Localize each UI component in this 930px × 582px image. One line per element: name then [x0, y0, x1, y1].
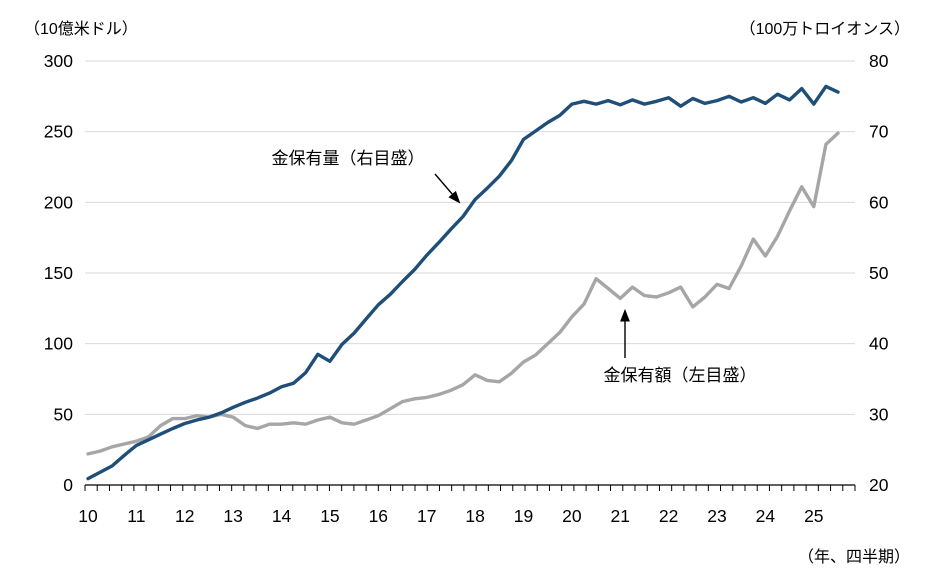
x-axis-year-label: 21 — [611, 506, 630, 526]
left-axis-unit-label: （10億米ドル） — [24, 21, 138, 38]
y-left-tick-label: 300 — [44, 51, 73, 71]
right-axis-unit-label: （100万トロイオンス） — [739, 21, 910, 38]
series-line-gold-value — [86, 131, 840, 456]
y-right-tick-label: 50 — [869, 263, 889, 283]
x-axis-year-label: 18 — [465, 506, 484, 526]
y-left-tick-label: 0 — [63, 475, 73, 495]
series-lines — [86, 84, 840, 481]
x-axis-year-label: 11 — [127, 506, 145, 526]
axis-tick-labels: 10 11 12 13 14 15 16 17 18 19 20 21 22 23 24 2505010015… — [44, 51, 889, 526]
y-right-tick-label: 60 — [869, 192, 889, 212]
x-axis-year-label: 10 — [78, 506, 98, 526]
arrow-to-volume-line — [434, 173, 461, 204]
annotation-gold-value: 金保有額（左目盛） — [603, 366, 757, 385]
x-axis-year-label: 13 — [223, 506, 242, 526]
x-axis — [84, 484, 856, 491]
series-line-gold-volume — [86, 84, 840, 481]
x-axis-year-label: 20 — [562, 506, 582, 526]
y-left-tick-label: 100 — [44, 334, 73, 354]
gridlines — [85, 60, 855, 415]
x-axis-year-label: 12 — [175, 506, 194, 526]
y-left-tick-label: 50 — [54, 404, 74, 424]
x-axis-year-label: 23 — [707, 506, 726, 526]
annotation-gold-volume: 金保有量（右目盛） — [271, 149, 425, 168]
y-right-tick-label: 70 — [869, 122, 889, 142]
x-axis-year-label: 19 — [514, 506, 533, 526]
y-left-tick-label: 150 — [44, 263, 73, 283]
annotation-arrows — [434, 173, 630, 358]
x-axis-year-label: 17 — [417, 506, 436, 526]
y-right-tick-label: 80 — [869, 51, 889, 71]
x-axis-year-label: 25 — [804, 506, 823, 526]
y-right-tick-label: 30 — [869, 404, 889, 424]
x-axis-year-label: 24 — [756, 506, 776, 526]
x-axis-year-label: 14 — [272, 506, 292, 526]
x-axis-year-label: 22 — [659, 506, 678, 526]
x-axis-unit-label: （年、四半期） — [797, 549, 910, 566]
x-axis-year-label: 15 — [320, 506, 339, 526]
y-left-tick-label: 200 — [44, 192, 73, 212]
y-right-tick-label: 40 — [869, 334, 889, 354]
y-right-tick-label: 20 — [869, 475, 889, 495]
x-axis-year-label: 16 — [369, 506, 388, 526]
y-left-tick-label: 250 — [44, 122, 73, 142]
